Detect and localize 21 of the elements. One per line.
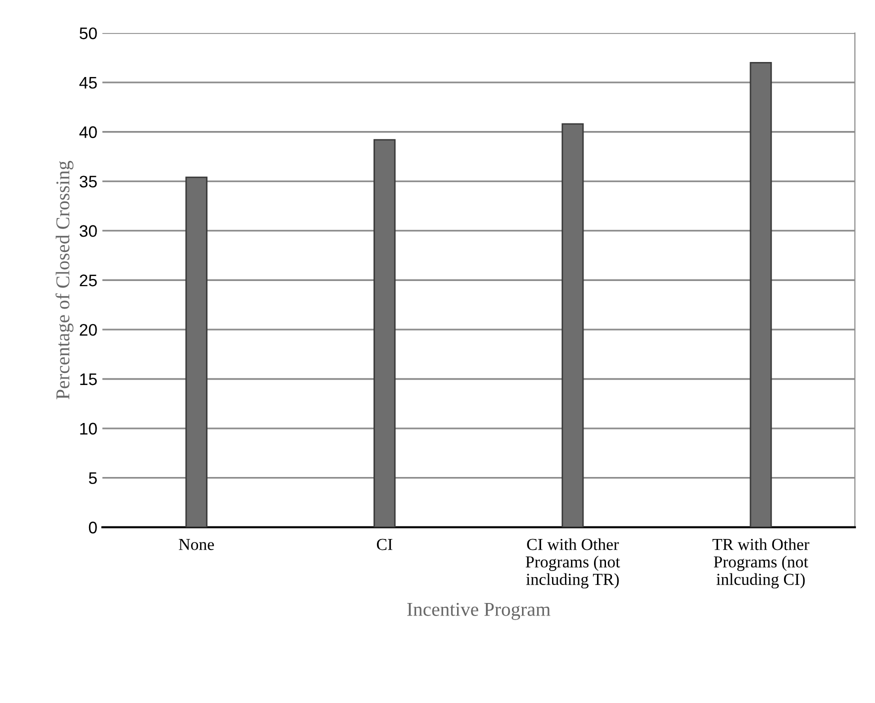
y-tick-label: 45 [79, 77, 97, 89]
bar [374, 139, 396, 528]
y-axis-title: Percentage of Closed Crossing [56, 160, 74, 400]
y-tick-label: 0 [88, 522, 97, 534]
y-tick-label: 40 [79, 126, 97, 138]
y-tick-label: 25 [80, 274, 97, 286]
x-tick-label: CI with Other Programs (not including TR) [526, 538, 620, 588]
x-tick-label: CI [376, 538, 392, 550]
y-tick-label: 15 [80, 374, 97, 386]
bar [562, 123, 584, 528]
x-tick-label: TR with Other Programs (not inlcuding CI) [712, 538, 810, 588]
y-tick-label: 20 [80, 324, 97, 336]
x-axis-title: Incentive Program [407, 602, 550, 620]
y-tick-label: 5 [88, 472, 97, 484]
bar [750, 62, 772, 528]
x-tick-label: None [178, 539, 214, 550]
bar [185, 176, 208, 528]
y-tick-label: 10 [80, 422, 97, 435]
y-tick-label: 30 [80, 225, 97, 237]
y-tick-label: 35 [80, 176, 97, 188]
y-tick-label: 50 [80, 27, 97, 40]
